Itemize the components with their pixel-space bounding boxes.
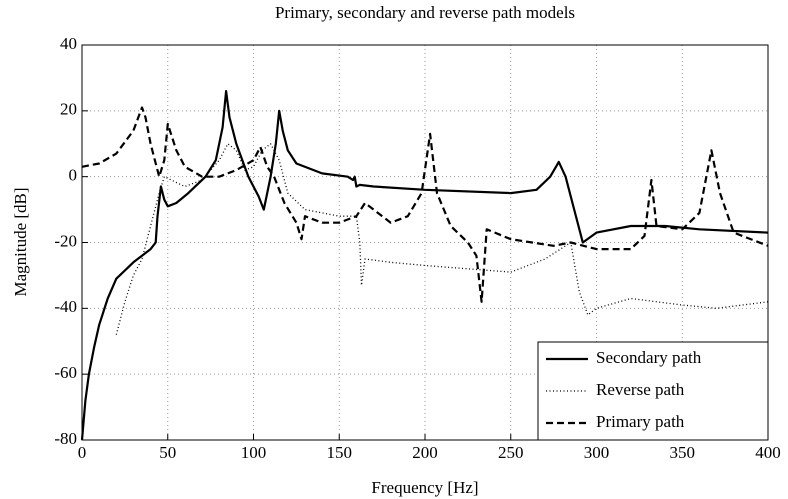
x-tick-label: 0: [78, 443, 87, 462]
x-tick-label: 150: [327, 443, 353, 462]
x-axis-label: Frequency [Hz]: [371, 478, 478, 497]
y-axis-label: Magnitude [dB]: [11, 187, 30, 296]
y-tick-label: -80: [54, 429, 77, 448]
y-tick-label: 20: [60, 100, 77, 119]
series-line: [81, 106, 769, 303]
legend-label: Reverse path: [596, 380, 685, 399]
x-tick-label: 200: [412, 443, 438, 462]
x-tick-label: 100: [241, 443, 267, 462]
chart-title: Primary, secondary and reverse path mode…: [275, 3, 575, 22]
x-tick-label: 400: [755, 443, 781, 462]
y-tick-label: 40: [60, 34, 77, 53]
y-tick-label: -40: [54, 297, 77, 316]
legend-label: Primary path: [596, 412, 685, 431]
x-tick-label: 250: [498, 443, 524, 462]
y-tick-label: -60: [54, 363, 77, 382]
y-tick-label: -20: [54, 231, 77, 250]
legend-label: Secondary path: [596, 348, 702, 367]
y-tick-label: 0: [69, 166, 78, 185]
x-tick-label: 50: [159, 443, 176, 462]
x-tick-label: 300: [584, 443, 610, 462]
series-line: [115, 143, 769, 335]
x-tick-label: 350: [670, 443, 696, 462]
legend-box: [537, 341, 769, 441]
series-line: [80, 90, 769, 441]
plot-frame: [81, 44, 769, 441]
